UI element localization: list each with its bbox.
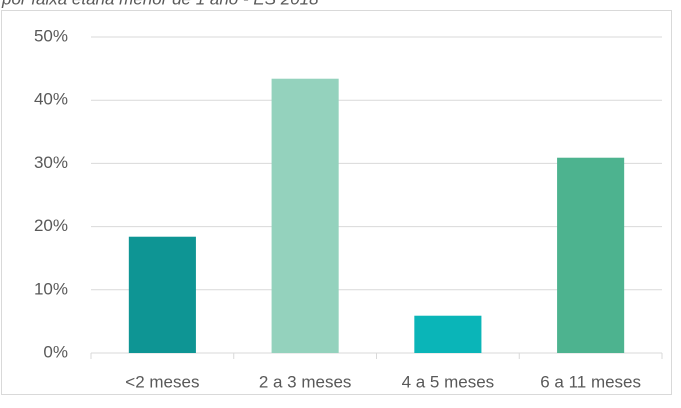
y-tick-label: 10% [34,279,68,298]
y-tick-label: 50% [34,26,68,45]
bar [271,78,339,353]
x-tick-label: 4 a 5 meses [402,372,495,391]
x-tick-label: 6 a 11 meses [540,372,641,391]
y-tick-label: 0% [43,342,68,361]
y-tick-label: 20% [34,216,68,235]
y-tick-label: 30% [34,153,68,172]
y-tick-label: 40% [34,90,68,109]
chart-title: por faixa etária menor de 1 ano - ES 201… [1,0,319,8]
bar [128,236,196,353]
x-tick-label: 2 a 3 meses [259,372,352,391]
bar [414,315,482,353]
x-tick-label: <2 meses [125,372,199,391]
bar [557,157,625,353]
